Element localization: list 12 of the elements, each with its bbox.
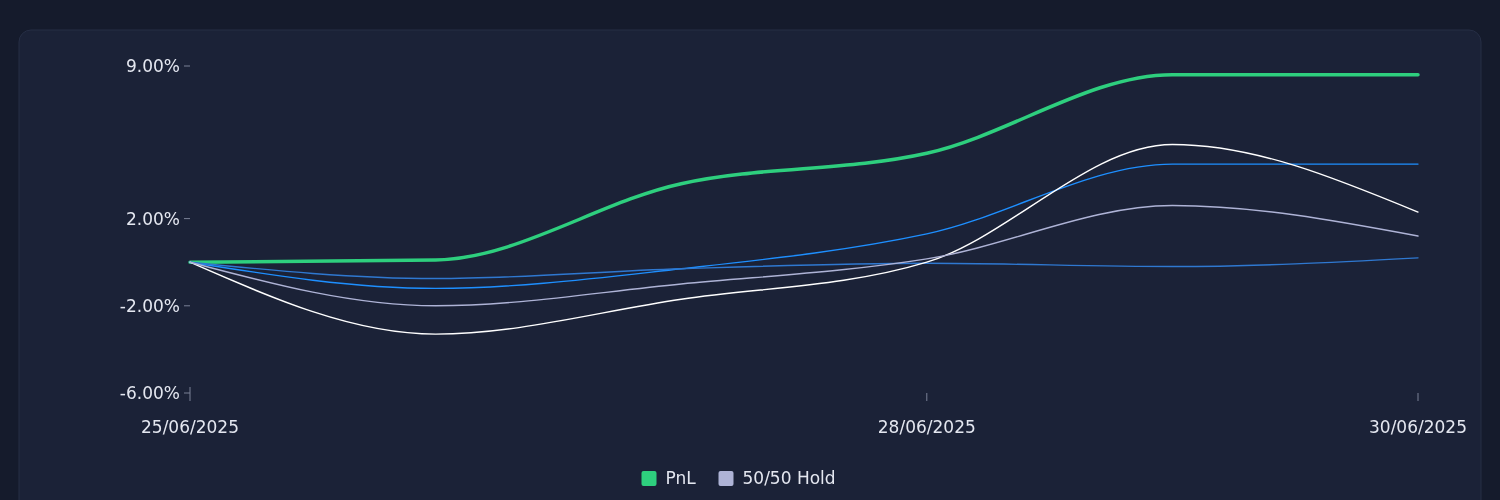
y-tick-label: -6.00% [119, 382, 180, 403]
y-tick-label: -2.00% [119, 295, 180, 316]
x-tick-label: 28/06/2025 [877, 417, 976, 437]
line-series [189, 204, 1419, 307]
y-tick-label: 2.00% [125, 208, 180, 229]
legend-label: 50/50 Hold [742, 468, 836, 489]
x-tick-label: 25/06/2025 [141, 417, 239, 437]
legend-label: PnL [665, 468, 697, 489]
y-tick-label: 9.00% [125, 55, 180, 76]
line-series [188, 72, 1420, 264]
line-series [189, 143, 1419, 335]
x-tick-label: 30/06/2025 [1369, 417, 1467, 437]
